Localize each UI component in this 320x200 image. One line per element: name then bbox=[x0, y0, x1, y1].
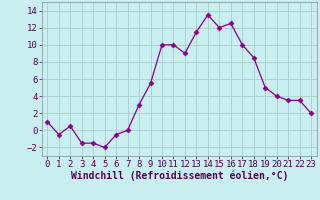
X-axis label: Windchill (Refroidissement éolien,°C): Windchill (Refroidissement éolien,°C) bbox=[70, 171, 288, 181]
